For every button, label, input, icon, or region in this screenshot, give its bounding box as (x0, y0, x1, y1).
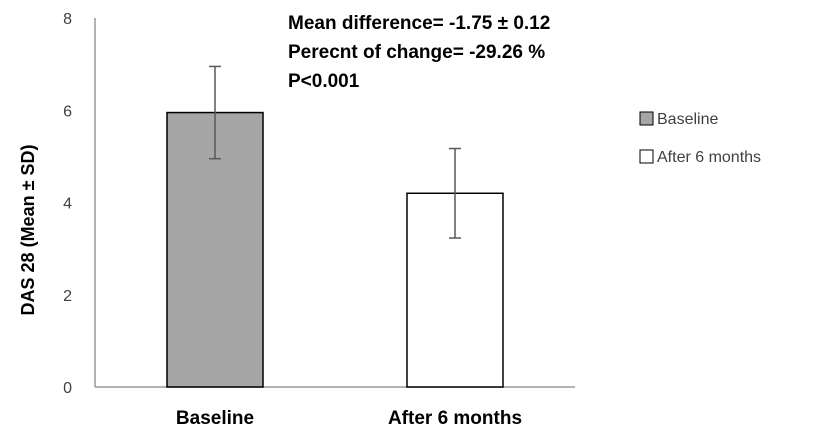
y-tick-label-8: 8 (63, 11, 72, 28)
legend: Baseline After 6 months (639, 111, 761, 166)
error-bar-after-6-months (449, 147, 461, 239)
error-bars (209, 65, 461, 239)
annotation-block: Mean difference= -1.75 ± 0.12 Perecnt of… (288, 13, 550, 92)
error-bar-baseline (209, 65, 221, 160)
x-tick-label-baseline: Baseline (176, 408, 254, 429)
annotation-mean-difference: Mean difference= -1.75 ± 0.12 (288, 13, 550, 34)
y-tick-labels: 0 2 4 6 8 (63, 11, 72, 397)
annotation-percent-change: Perecnt of change= -29.26 % (288, 42, 545, 63)
legend-swatch-baseline (639, 111, 654, 126)
y-tick-label-2: 2 (63, 288, 72, 305)
y-tick-label-6: 6 (63, 103, 72, 120)
legend-swatch-after-6-months (639, 149, 654, 164)
x-tick-label-after-6-months: After 6 months (388, 408, 522, 429)
y-axis-label: DAS 28 (Mean ± SD) (18, 145, 38, 316)
plot-area: 0 2 4 6 8 Baseline After 6 months (63, 11, 575, 429)
x-tick-labels: Baseline After 6 months (176, 408, 522, 429)
legend-label-after-6-months: After 6 months (657, 149, 761, 166)
legend-label-baseline: Baseline (657, 111, 718, 128)
y-tick-label-4: 4 (63, 196, 72, 213)
annotation-p-value: P<0.001 (288, 71, 360, 92)
bars (166, 111, 504, 388)
y-tick-label-0: 0 (63, 380, 72, 397)
